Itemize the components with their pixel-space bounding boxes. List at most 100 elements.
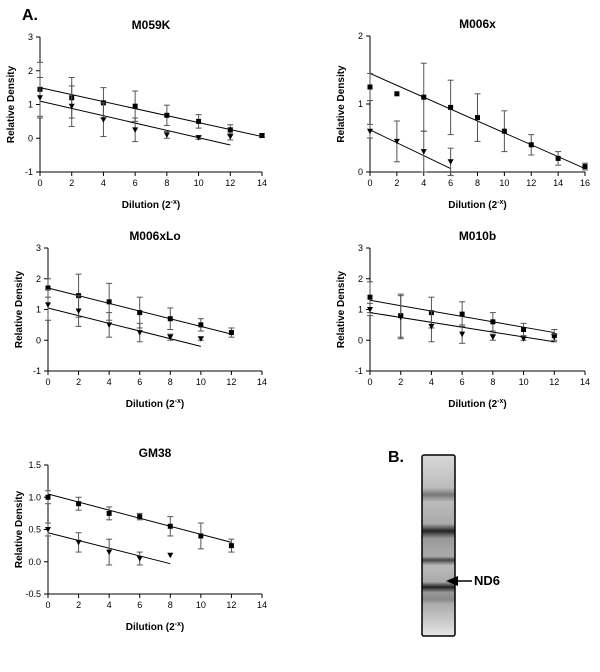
point [164, 112, 170, 118]
point [393, 138, 400, 145]
point [367, 128, 373, 135]
point [459, 331, 466, 338]
point [167, 316, 173, 322]
y-axis-label: Relative Density [14, 270, 25, 348]
y-tick-label: 2 [28, 66, 33, 76]
x-tick-label: 10 [499, 178, 509, 188]
x-axis-label-text: ) [503, 200, 506, 211]
x-axis-label-text: ) [181, 399, 184, 410]
x-tick-label: 0 [45, 600, 50, 610]
point [367, 294, 373, 300]
x-tick-label: 4 [421, 178, 426, 188]
x-axis-label-text: Dilution (2 [126, 622, 175, 633]
y-tick-label: -0.5 [25, 589, 41, 599]
point [136, 556, 143, 562]
x-tick-label: 10 [194, 178, 204, 188]
chart-title: M010b [459, 229, 496, 243]
x-axis-label: Dilution (2-x) [126, 621, 184, 633]
y-tick-label: 1 [358, 305, 363, 315]
x-tick-label: 6 [133, 178, 138, 188]
x-tick-label: 4 [107, 600, 112, 610]
x-tick-label: 0 [367, 178, 372, 188]
point [106, 510, 112, 516]
point [198, 533, 204, 539]
y-tick-label: 0.5 [28, 525, 41, 535]
point [100, 117, 107, 123]
point [397, 314, 404, 321]
y-tick-label: 1.0 [28, 492, 41, 502]
x-tick-label: 0 [37, 178, 42, 188]
x-tick-label: 14 [580, 377, 590, 387]
x-tick-label: 2 [76, 377, 81, 387]
point [227, 127, 233, 133]
x-tick-label: 16 [580, 178, 590, 188]
y-tick-label: 1.5 [28, 460, 41, 470]
point [490, 319, 496, 325]
y-tick-label: 1 [36, 305, 41, 315]
fit-line [47, 307, 201, 347]
point [582, 164, 588, 170]
fit-line [39, 87, 263, 138]
x-axis-label-sup: -x [497, 398, 503, 405]
x-tick-label: 0 [45, 377, 50, 387]
x-axis-label: Dilution (2-x) [448, 398, 506, 410]
y-tick-label: -1 [33, 366, 41, 376]
point [448, 104, 454, 110]
point [228, 543, 234, 549]
x-tick-label: 6 [460, 377, 465, 387]
x-axis-label-text: Dilution (2 [448, 200, 497, 211]
y-tick-label: 1 [28, 100, 33, 110]
point [137, 310, 143, 316]
y-tick-label: 0 [28, 133, 33, 143]
y-tick-label: -1 [355, 366, 363, 376]
point [394, 91, 400, 97]
point [489, 334, 496, 341]
point [198, 322, 204, 328]
x-tick-label: 4 [429, 377, 434, 387]
x-axis-label-sup: -x [175, 398, 181, 405]
chart-title: M006x [459, 17, 496, 31]
point [68, 103, 75, 110]
x-axis-label-text: ) [177, 200, 180, 211]
y-tick-label: 0 [358, 335, 363, 345]
point [447, 159, 454, 165]
point [163, 132, 170, 138]
chart-title: GM38 [139, 446, 172, 460]
point [475, 115, 480, 121]
panel-label: A. [22, 7, 38, 24]
point [428, 323, 435, 330]
point [45, 302, 51, 308]
x-tick-label: 8 [168, 377, 173, 387]
point [459, 311, 465, 317]
x-tick-label: 2 [76, 600, 81, 610]
y-tick-label: 0.0 [28, 557, 41, 567]
point [75, 539, 82, 546]
x-tick-label: 4 [101, 178, 106, 188]
y-tick-label: 1 [358, 99, 363, 109]
x-axis-label-text: ) [181, 622, 184, 633]
x-tick-label: 2 [394, 178, 399, 188]
x-axis-label-sup: -x [171, 199, 177, 206]
point [167, 552, 174, 559]
x-axis-label-text: ) [503, 399, 506, 410]
x-tick-label: 14 [257, 600, 267, 610]
arrow-head [446, 576, 458, 586]
point [137, 514, 143, 520]
x-axis-label: Dilution (2-x) [448, 199, 506, 211]
x-tick-label: 12 [226, 377, 236, 387]
gel-lane [421, 454, 456, 637]
point [37, 95, 43, 101]
x-tick-label: 8 [164, 178, 169, 188]
panel-label: B. [388, 449, 404, 466]
y-tick-label: 2 [358, 31, 363, 41]
point [167, 334, 174, 341]
point [259, 133, 265, 139]
y-tick-label: 2 [36, 274, 41, 284]
point [167, 523, 173, 529]
x-tick-label: 12 [225, 178, 235, 188]
y-tick-label: 3 [358, 243, 363, 253]
point [551, 334, 558, 341]
x-tick-label: 2 [69, 178, 74, 188]
fit-line [369, 129, 451, 170]
x-tick-label: 6 [448, 178, 453, 188]
